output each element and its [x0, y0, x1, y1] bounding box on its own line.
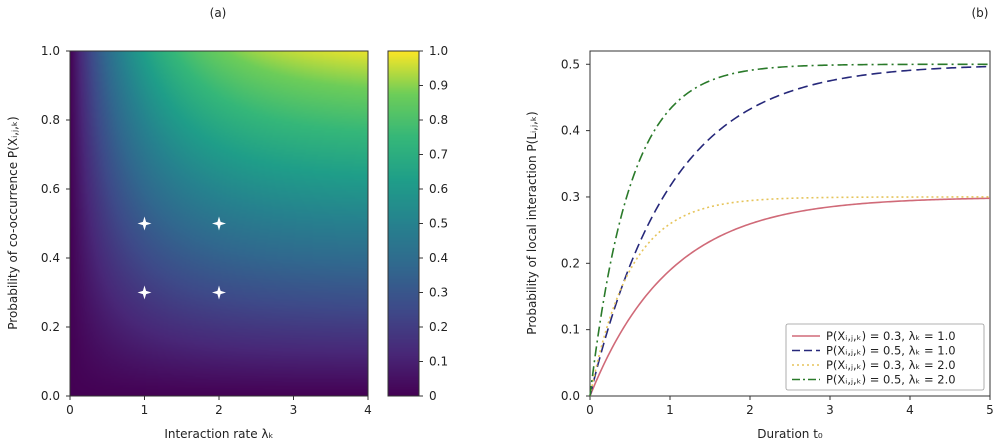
panel-b-label: (b)	[972, 6, 989, 20]
heatmap-y-tick-label: 0.6	[41, 182, 60, 196]
heatmap-y-tick-label: 1.0	[41, 44, 60, 58]
line-plot-y-tick-label: 0.2	[561, 256, 580, 270]
heatmap-y-axis-label: Probability of co-occurrence P(Xᵢ,ⱼ,ₖ)	[6, 116, 20, 329]
line-plot-x-tick-label: 4	[906, 403, 914, 417]
line-plot-x-tick-label: 2	[746, 403, 754, 417]
line-plot-x-axis-label: Duration t₀	[757, 427, 823, 441]
panel-b-lines: (b) 0 1 2 3 4 5 0.0 0.1 0.2 0.3 0.4 0.5 Duration t…	[525, 6, 994, 441]
line-plot-y-tick-label: 0.3	[561, 190, 580, 204]
colorbar-tick-label: 0.5	[429, 217, 448, 231]
legend: P(Xᵢ,ⱼ,ₖ) = 0.3, λₖ = 1.0P(Xᵢ,ⱼ,ₖ) = 0.5…	[785, 323, 985, 391]
colorbar-tick-label: 0.7	[429, 148, 448, 162]
colorbar-tick-label: 0.9	[429, 79, 448, 93]
legend-entry-label: P(Xᵢ,ⱼ,ₖ) = 0.5, λₖ = 1.0	[826, 344, 956, 358]
line-plot-y-tick-label: 0.0	[561, 389, 580, 403]
panel-a-heatmap: (a) 0 1 2 3 4 0.0 0.2 0.4 0.6 0.8 1.0 Interaction…	[6, 6, 448, 441]
line-plot-y-tick-label: 0.4	[561, 124, 580, 138]
line-plot-x-tick-label: 0	[586, 403, 594, 417]
line-plot-series	[589, 63, 991, 397]
heatmap-x-tick-label: 4	[364, 403, 372, 417]
line-plot-frame	[589, 50, 991, 397]
heatmap-y-ticks: 0.0 0.2 0.4 0.6 0.8 1.0	[41, 44, 70, 403]
series-line-1	[589, 197, 991, 397]
line-plot-x-tick-label: 1	[666, 403, 674, 417]
heatmap-y-tick-label: 0.8	[41, 113, 60, 127]
colorbar-image	[388, 51, 419, 396]
panel-a-label: (a)	[210, 6, 227, 20]
colorbar-tick-label: 0	[429, 389, 437, 403]
heatmap-star-marker	[212, 285, 226, 300]
heatmap-x-tick-label: 0	[66, 403, 74, 417]
heatmap-x-ticks: 0 1 2 3 4	[66, 396, 372, 417]
colorbar-tick-label: 0.2	[429, 320, 448, 334]
line-plot-y-axis-label: Probability of local interaction P(Lᵢ,ⱼ,…	[525, 111, 539, 334]
series-line-2	[589, 65, 991, 397]
heatmap-x-tick-label: 1	[141, 403, 149, 417]
heatmap-star-marker	[137, 216, 152, 231]
legend-box	[785, 323, 985, 391]
heatmap-y-tick-label: 0.2	[41, 320, 60, 334]
colorbar-tick-label: 0.4	[429, 251, 448, 265]
legend-entry-label: P(Xᵢ,ⱼ,ₖ) = 0.3, λₖ = 2.0	[826, 358, 956, 372]
heatmap-y-tick-label: 0.4	[41, 251, 60, 265]
colorbar-tick-label: 0.3	[429, 286, 448, 300]
colorbar-tick-label: 0.8	[429, 113, 448, 127]
colorbar-tick-label: 1.0	[429, 44, 448, 58]
series-line-4	[589, 63, 991, 397]
line-plot-x-ticks: 0 1 2 3 4 5	[586, 396, 994, 417]
heatmap-x-axis-label: Interaction rate λₖ	[164, 427, 273, 441]
heatmap-star-marker	[212, 216, 226, 231]
line-plot-x-tick-label: 5	[986, 403, 994, 417]
heatmap-markers	[137, 216, 226, 300]
line-plot-y-tick-label: 0.1	[561, 323, 580, 337]
series-line-3	[589, 196, 990, 397]
heatmap-x-tick-label: 3	[290, 403, 298, 417]
colorbar-tick-label: 0.6	[429, 182, 448, 196]
colorbar-ticks: 0 0.1 0.2 0.3 0.4 0.5 0.6 0.7 0.8 0.9 1.0	[419, 44, 448, 403]
heatmap-y-tick-label: 0.0	[41, 389, 60, 403]
line-plot-x-tick-label: 3	[826, 403, 834, 417]
heatmap-x-tick-label: 2	[215, 403, 223, 417]
line-plot-y-ticks: 0.0 0.1 0.2 0.3 0.4 0.5	[561, 57, 590, 403]
colorbar-tick-label: 0.1	[429, 355, 448, 369]
heatmap-star-marker	[137, 285, 152, 300]
legend-entry-label: P(Xᵢ,ⱼ,ₖ) = 0.5, λₖ = 2.0	[826, 373, 956, 387]
legend-entry-label: P(Xᵢ,ⱼ,ₖ) = 0.3, λₖ = 1.0	[826, 329, 956, 343]
line-plot-y-tick-label: 0.5	[561, 57, 580, 71]
